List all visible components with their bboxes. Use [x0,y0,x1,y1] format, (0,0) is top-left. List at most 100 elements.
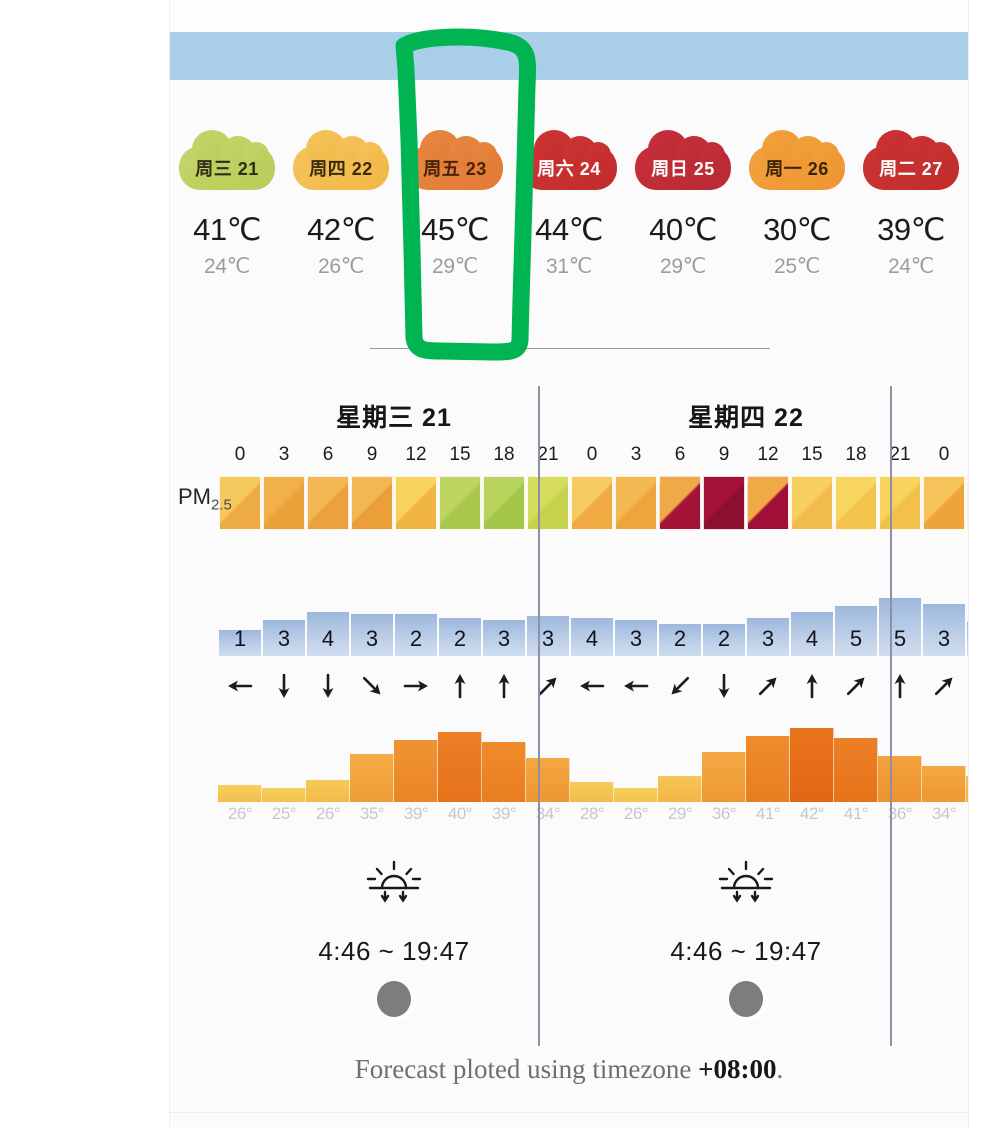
wind-speed-cell[interactable]: 3 [350,596,394,656]
pm25-cell[interactable] [306,476,350,530]
wind-direction-N-icon [454,674,466,699]
temperature-bar[interactable] [922,722,966,802]
day-low-temp: 24℃ [203,255,251,278]
day-card[interactable]: 周六 24 44℃ 31℃ [512,128,626,328]
pm25-cell[interactable] [614,476,658,530]
pm25-cell[interactable] [790,476,834,530]
wind-speed-cell[interactable]: 3 [922,596,966,656]
moon-phase-icon[interactable] [377,981,411,1017]
wind-direction-cell [922,664,966,708]
wind-speed-cell[interactable]: 5 [878,596,922,656]
day-card[interactable]: 周三 21 41℃ 24℃ [170,128,284,328]
temperature-label: 29° [667,804,693,823]
temperature-bar[interactable] [350,722,394,802]
wind-direction-cell [746,664,790,708]
temperature-value: 41 [755,804,774,823]
day-card[interactable]: 周日 25 40℃ 29℃ [626,128,740,328]
wind-direction-N-icon [498,674,510,699]
wind-speed-cell[interactable]: 3 [526,596,570,656]
wind-direction-cell [614,664,658,708]
wind-speed-cell[interactable]: 2 [438,596,482,656]
temperature-bar[interactable] [482,722,526,802]
wind-speed-cell[interactable]: 2 [658,596,702,656]
temperature-value: 26 [623,804,642,823]
temperature-label: 34° [535,804,561,823]
pm25-cell[interactable] [350,476,394,530]
temperature-bar[interactable] [878,722,922,802]
pm25-label-sub: 2.5 [211,496,232,514]
pm25-cell[interactable] [570,476,614,530]
wind-speed-cell[interactable]: 2 [702,596,746,656]
temperature-bar[interactable] [438,722,482,802]
wind-speed-cell[interactable]: 3 [614,596,658,656]
day-label: 周二 27 [879,159,943,179]
day-label: 周四 22 [309,159,373,179]
temperature-value: 26 [227,804,246,823]
wind-speed-cell[interactable]: 1 [218,596,262,656]
day-label: 周六 24 [537,159,601,179]
pm25-cell[interactable] [526,476,570,530]
wind-speed-cell[interactable]: 4 [306,596,350,656]
day-card[interactable]: 周一 26 30℃ 25℃ [740,128,854,328]
temperature-chart-row [218,722,570,802]
temperature-bar[interactable] [394,722,438,802]
pm25-row [218,476,570,530]
pm25-cell[interactable] [438,476,482,530]
temperature-label: 26° [227,804,253,823]
pm25-row-label: PM2.5 [178,484,232,513]
temperature-bar[interactable] [658,722,702,802]
temperature-bar[interactable] [218,722,262,802]
wind-direction-W-icon [624,680,649,692]
pm25-cell[interactable] [878,476,922,530]
pm25-cell[interactable] [922,476,966,530]
wind-speed-cell[interactable]: 3 [482,596,526,656]
cloud-badge: 周一 26 [749,128,845,190]
day-low-temp: 25℃ [773,255,821,278]
temperature-bar[interactable] [790,722,834,802]
wind-direction-S-icon [718,673,730,698]
temperature-bar[interactable] [262,722,306,802]
temperature-bar[interactable] [614,722,658,802]
hour-tick: 18 [845,444,867,465]
temperature-bar[interactable] [526,722,570,802]
pm25-cell[interactable] [262,476,306,530]
moon-phase-icon[interactable] [729,981,763,1017]
hour-tick: 12 [757,444,779,465]
temperature-bar[interactable] [746,722,790,802]
temperature-bar[interactable] [702,722,746,802]
section-divider [370,348,770,349]
temperature-label: 26° [623,804,649,823]
wind-direction-cell [262,664,306,708]
temperature-bar[interactable] [570,722,614,802]
wind-speed-cell[interactable]: 3 [262,596,306,656]
day-card[interactable]: 周四 22 42℃ 26℃ [284,128,398,328]
pm25-cell[interactable] [218,476,262,530]
pm25-cell[interactable] [394,476,438,530]
hour-tick: 0 [586,444,598,465]
wind-speed-cell[interactable]: 3 [746,596,790,656]
wind-direction-cell [834,664,878,708]
day-high-temp: 44℃ [535,212,603,247]
sunrise-icon [718,860,774,903]
temperature-labels-row: 26° 25° 26° 35° 39° 40° 39° 34° [218,804,570,824]
hour-tick: 15 [449,444,471,465]
pm25-cell[interactable] [658,476,702,530]
pm25-cell[interactable] [482,476,526,530]
astronomy-block: 4:46 ~ 19:47 [570,856,922,1017]
temperature-bar[interactable] [834,722,878,802]
wind-speed-value: 3 [937,626,951,651]
pm25-cell[interactable] [746,476,790,530]
wind-speed-value: 2 [409,626,423,651]
day-card[interactable]: 周二 27 39℃ 24℃ [854,128,968,328]
cloud-badge: 周六 24 [521,128,617,190]
hour-tick: 21 [537,444,559,465]
temperature-bar[interactable] [306,722,350,802]
wind-speed-cell[interactable]: 4 [790,596,834,656]
pm25-cell[interactable] [834,476,878,530]
wind-direction-W-icon [580,680,605,692]
pm25-cell[interactable] [702,476,746,530]
wind-speed-cell[interactable]: 2 [394,596,438,656]
wind-speed-cell[interactable]: 4 [570,596,614,656]
day-card[interactable]: 周五 23 45℃ 29℃ [398,128,512,328]
wind-speed-cell[interactable]: 5 [834,596,878,656]
